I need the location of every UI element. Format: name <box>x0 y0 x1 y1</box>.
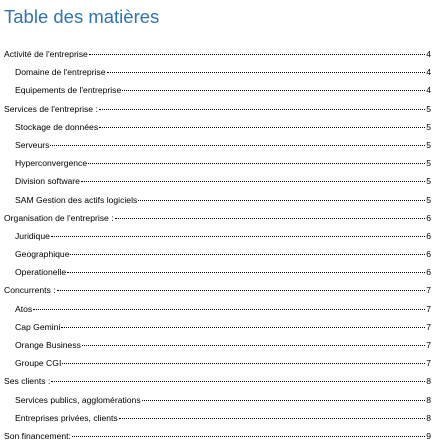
toc-entry-text[interactable]: Stockage de données <box>15 121 99 132</box>
toc-page-number[interactable]: 5 <box>426 194 431 205</box>
toc-entry-text[interactable]: SAM Gestion des actifs logiciels <box>15 194 138 205</box>
toc-entry-text[interactable]: Services de l'entreprise : <box>4 103 98 114</box>
toc-entry-section[interactable]: Organisation de l'entreprise : 6 <box>4 209 431 227</box>
toc-page-number[interactable]: 7 <box>426 340 431 350</box>
toc-dot-leader <box>33 308 425 310</box>
toc-entry-text[interactable]: Domaine de l'entreprise <box>15 67 106 78</box>
toc-entry-subsection[interactable]: Cap Gemini 7 <box>4 318 431 336</box>
toc-entry-subsection[interactable]: Geographique 6 <box>4 245 431 263</box>
toc-page-number[interactable]: 4 <box>426 85 431 96</box>
toc-page-number[interactable]: 5 <box>426 158 431 169</box>
toc-page-number[interactable]: 8 <box>426 376 431 387</box>
toc-dot-leader <box>71 435 425 437</box>
toc-entry-text[interactable]: Concurrents : <box>4 285 56 296</box>
toc-entry-text[interactable]: Activité de l'entreprise <box>4 49 88 59</box>
toc-entry-text[interactable]: Groupe CGI <box>15 358 62 369</box>
toc-dot-leader <box>88 163 425 165</box>
toc-dot-leader <box>122 90 425 92</box>
toc-dot-leader <box>50 235 425 237</box>
toc-entry-subsection[interactable]: Hyperconvergence 5 <box>4 154 431 172</box>
toc-dot-leader <box>70 254 425 256</box>
toc-page-number[interactable]: 5 <box>426 139 431 150</box>
toc-entry-subsection[interactable]: Services publics, agglomérations 8 <box>4 391 431 409</box>
toc-entry-text[interactable]: Geographique <box>15 249 70 260</box>
toc-entry-section[interactable]: Activité de l'entreprise 4 <box>4 45 431 63</box>
toc-dot-leader <box>118 417 425 419</box>
toc-entry-subsection[interactable]: Entreprises privées, clients 8 <box>4 409 431 427</box>
toc-entry-text[interactable]: Services publics, agglomérations <box>15 394 141 405</box>
toc-entry-section[interactable]: Services de l'entreprise : 5 <box>4 100 431 118</box>
toc-dot-leader <box>81 345 425 346</box>
toc-dot-leader <box>61 326 425 328</box>
toc-entry-text[interactable]: Atos <box>15 303 33 314</box>
toc-entry-subsection[interactable]: Domaine de l'entreprise 4 <box>4 63 431 81</box>
toc-entry-subsection[interactable]: Atos 7 <box>4 300 431 318</box>
toc-entry-subsection[interactable]: Groupe CGI 7 <box>4 354 431 372</box>
toc-page-number[interactable]: 4 <box>426 67 431 78</box>
toc-page-number[interactable]: 7 <box>426 285 431 296</box>
toc-entry-text[interactable]: Ses clients : <box>4 376 51 387</box>
toc-dot-leader <box>50 144 425 146</box>
toc-entry-text[interactable]: Equipements de l'entreprise <box>15 85 122 96</box>
toc-entry-subsection[interactable]: Stockage de données 5 <box>4 118 431 136</box>
toc-entry-section[interactable]: Son financement: 9 <box>4 427 431 445</box>
toc-page-number[interactable]: 4 <box>426 49 431 59</box>
toc-page-number[interactable]: 9 <box>426 430 431 441</box>
toc-page-number[interactable]: 6 <box>426 249 431 260</box>
toc-dot-leader <box>56 290 425 292</box>
toc-page-number[interactable]: 7 <box>426 321 431 332</box>
toc-page-number[interactable]: 6 <box>426 230 431 241</box>
toc-entry-subsection[interactable]: Equipements de l'entreprise 4 <box>4 81 431 99</box>
toc-entry-text[interactable]: Orange Business <box>15 340 81 350</box>
toc-entry-text[interactable]: Hyperconvergence <box>15 158 88 169</box>
toc-entry-subsection[interactable]: Serveurs 5 <box>4 136 431 154</box>
toc-dot-leader <box>99 126 425 128</box>
toc-entry-subsection[interactable]: Juridique 6 <box>4 227 431 245</box>
toc-entry-text[interactable]: Cap Gemini <box>15 321 61 332</box>
toc-dot-leader <box>88 54 425 55</box>
toc-entry-subsection[interactable]: Division software 5 <box>4 172 431 190</box>
toc-page-number[interactable]: 6 <box>426 212 431 223</box>
toc-dot-leader <box>51 381 425 383</box>
toc-page-number[interactable]: 5 <box>426 121 431 132</box>
toc-entry-text[interactable]: Son financement: <box>4 430 71 441</box>
toc-dot-leader <box>138 199 425 201</box>
toc-page-number[interactable]: 8 <box>426 394 431 405</box>
toc-dot-leader <box>67 272 425 274</box>
toc-page-number[interactable]: 7 <box>426 303 431 314</box>
toc-entry-text[interactable]: Operationelle <box>15 267 67 278</box>
toc-page-number[interactable]: 5 <box>426 176 431 187</box>
toc-dot-leader <box>106 72 425 74</box>
toc-entry-subsection[interactable]: Operationelle 6 <box>4 263 431 281</box>
toc-entry-section[interactable]: Concurrents : 7 <box>4 281 431 299</box>
toc-dot-leader <box>62 363 425 365</box>
toc-title: Table des matières <box>4 6 160 27</box>
toc-page-number[interactable]: 7 <box>426 358 431 369</box>
toc-page-number[interactable]: 5 <box>426 103 431 114</box>
toc-dot-leader <box>80 181 425 183</box>
toc-dot-leader <box>98 108 425 110</box>
toc-entry-section[interactable]: Ses clients : 8 <box>4 372 431 390</box>
toc-entry-text[interactable]: Juridique <box>15 230 50 241</box>
toc-entry-subsection[interactable]: Orange Business 7 <box>4 336 431 354</box>
toc-entry-text[interactable]: Serveurs <box>15 139 50 150</box>
toc-entry-subsection[interactable]: SAM Gestion des actifs logiciels 5 <box>4 191 431 209</box>
toc-list: Activité de l'entreprise 4 Domaine de l'en… <box>4 45 431 445</box>
toc-entry-text[interactable]: Division software <box>15 176 80 187</box>
toc-page-number[interactable]: 8 <box>426 412 431 423</box>
toc-dot-leader <box>141 399 425 401</box>
toc-page-number[interactable]: 6 <box>426 267 431 278</box>
toc-entry-text[interactable]: Organisation de l'entreprise : <box>4 212 114 223</box>
toc-dot-leader <box>114 217 425 219</box>
toc-entry-text[interactable]: Entreprises privées, clients <box>15 412 118 423</box>
